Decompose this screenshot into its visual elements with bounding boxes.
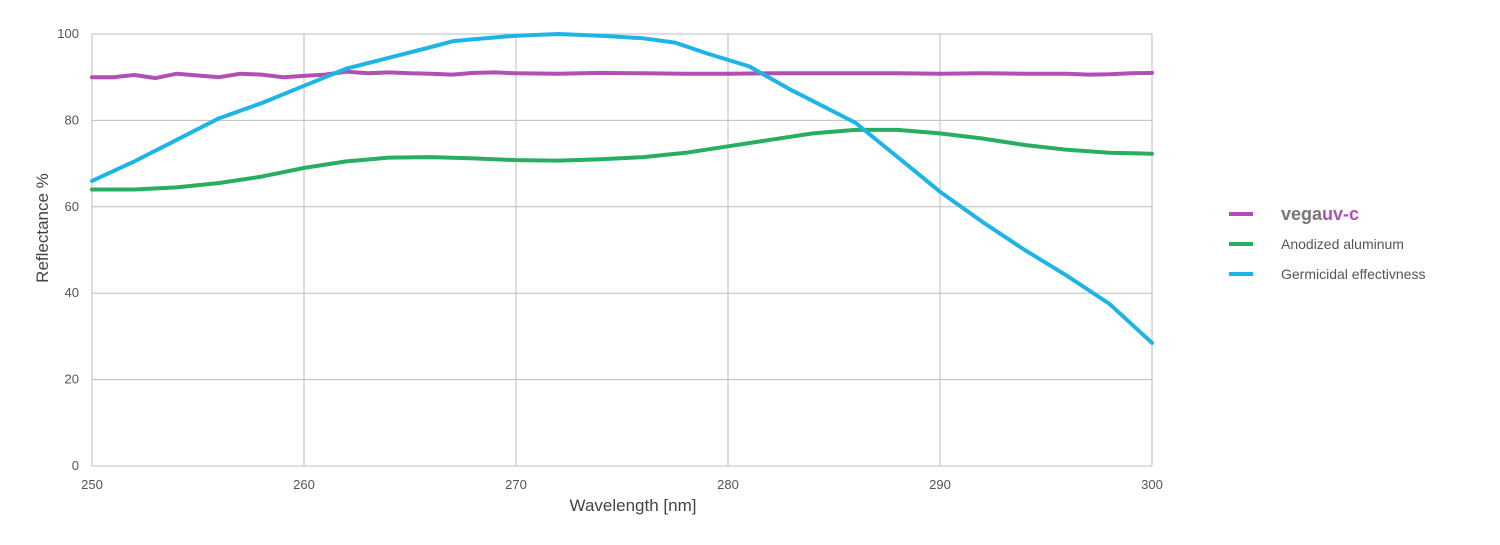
y-tick-label: 0: [72, 458, 79, 473]
legend-label: Germicidal effectivness: [1281, 266, 1425, 282]
series-line-2: [90, 32, 1154, 345]
x-tick-label: 260: [293, 477, 315, 492]
series-line-0: [90, 69, 1154, 81]
series-lines: [90, 32, 1154, 345]
x-tick-label: 280: [717, 477, 739, 492]
x-tick-label: 250: [81, 477, 103, 492]
y-tick-label: 60: [65, 199, 79, 214]
y-tick-label: 80: [65, 112, 79, 127]
x-axis-title: Wavelength [nm]: [570, 496, 697, 515]
x-tick-label: 270: [505, 477, 527, 492]
grid: [91, 33, 1153, 467]
y-tick-label: 20: [65, 372, 79, 387]
y-tick-label: 100: [57, 26, 79, 41]
series-line-1: [90, 127, 1154, 192]
tick-labels: 0 20 40 60 80 100 250 260 270 280 290 300: [57, 26, 1163, 492]
x-tick-label: 290: [929, 477, 951, 492]
y-axis-title: Reflectance %: [33, 173, 52, 283]
legend-label-brand: vegauv-c: [1281, 204, 1359, 224]
x-tick-label: 300: [1141, 477, 1163, 492]
y-tick-label: 40: [65, 285, 79, 300]
legend-label: Anodized aluminum: [1281, 236, 1404, 252]
legend: vegauv-c Anodized aluminum Germicidal effe…: [1229, 204, 1425, 282]
